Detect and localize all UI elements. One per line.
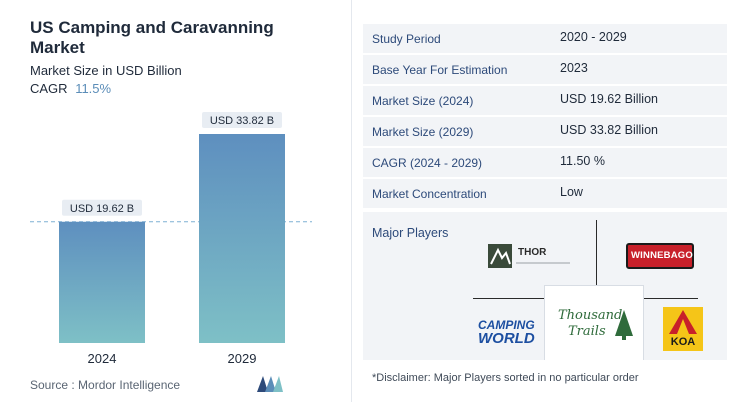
cagr-line: CAGR 11.5% <box>30 81 111 96</box>
mordor-logo-icon <box>257 376 283 392</box>
thor-logo: THOR <box>488 244 572 273</box>
koa-tent-icon <box>669 310 697 334</box>
winnebago-logo: WINNEBAGO <box>626 243 694 269</box>
table-row: Base Year For Estimation 2023 <box>363 55 727 84</box>
thousand-trails-line1: Thousand <box>558 308 623 323</box>
table-row: Market Size (2029) USD 33.82 Billion <box>363 117 727 146</box>
table-row-key: Market Concentration <box>372 187 487 201</box>
table-row: Market Concentration Low <box>363 179 727 208</box>
table-row: CAGR (2024 - 2029) 11.50 % <box>363 148 727 177</box>
grid-divider <box>473 298 544 299</box>
koa-logo: KOA <box>663 307 703 351</box>
thousand-trails-logo: Thousand Trails <box>556 306 636 346</box>
table-row-key: Market Size (2024) <box>372 94 474 108</box>
thor-logo-text: THOR <box>518 247 547 258</box>
data-label: USD 19.62 B <box>70 203 134 215</box>
x-tick-label: 2024 <box>88 351 117 366</box>
data-label: USD 33.82 B <box>210 115 274 127</box>
market-overview-panel: Study Period 2020 - 2029 Base Year For Est… <box>360 0 734 406</box>
table-row-value: 11.50 % <box>560 154 605 168</box>
source-note: Source : Mordor Intelligence <box>30 378 181 392</box>
bar-2024 <box>59 221 145 343</box>
bar-chart: USD 19.62 B 2024 USD 33.82 B 2029 <box>30 112 312 366</box>
camping-world-logo: CAMPING WORLD <box>478 319 542 346</box>
page-title: US Camping and Caravanning Market <box>30 18 274 57</box>
major-players-title: Major Players <box>372 226 449 240</box>
data-label-bg <box>62 199 142 216</box>
grid-divider <box>596 220 597 285</box>
table-row: Market Size (2024) USD 19.62 Billion <box>363 86 727 115</box>
bar-2029 <box>199 134 285 343</box>
data-label-bg <box>202 112 282 128</box>
winnebago-logo-text: WINNEBAGO <box>631 250 693 261</box>
market-summary-card: US Camping and Caravanning Market Market… <box>0 0 352 402</box>
thor-logo-icon <box>488 244 570 268</box>
table-row-value: 2023 <box>560 61 588 75</box>
chart-subtitle: Market Size in USD Billion <box>30 63 182 78</box>
x-tick-label: 2029 <box>228 351 257 366</box>
table-row-key: Study Period <box>372 32 441 46</box>
pine-tree-icon <box>615 310 633 340</box>
disclaimer-note: *Disclaimer: Major Players sorted in no … <box>372 372 639 384</box>
table-row-value: Low <box>560 185 583 199</box>
camping-world-line2: WORLD <box>478 330 535 347</box>
table-row-key: Base Year For Estimation <box>372 63 508 77</box>
thousand-trails-line2: Trails <box>568 324 606 339</box>
table-row-value: USD 19.62 Billion <box>560 92 658 106</box>
camping-world-line1: CAMPING <box>478 318 535 332</box>
cagr-label: CAGR <box>30 81 68 96</box>
cagr-value: 11.5% <box>75 81 112 96</box>
table-row: Study Period 2020 - 2029 <box>363 24 727 53</box>
table-row-value: 2020 - 2029 <box>560 30 627 44</box>
table-row-key: Market Size (2029) <box>372 125 474 139</box>
table-row-key: CAGR (2024 - 2029) <box>372 156 483 170</box>
grid-divider <box>644 298 698 299</box>
table-row-value: USD 33.82 Billion <box>560 123 658 137</box>
koa-logo-text: KOA <box>670 336 696 348</box>
